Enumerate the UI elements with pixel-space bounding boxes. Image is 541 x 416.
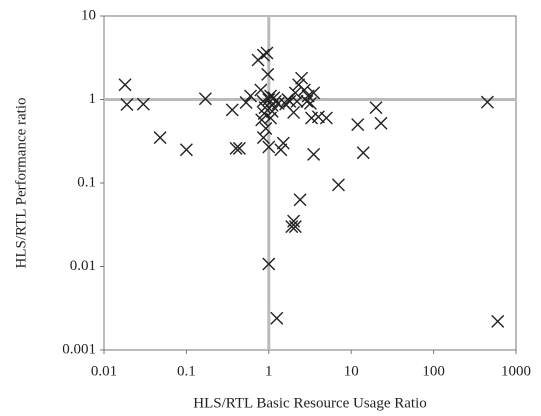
- point: [262, 257, 276, 271]
- x-tick-label: 100: [422, 363, 445, 379]
- point: [491, 314, 505, 328]
- point: [267, 91, 281, 105]
- point: [232, 141, 246, 155]
- y-tick-label: 0.1: [77, 174, 96, 190]
- y-tick-label: 10: [81, 7, 96, 23]
- point: [118, 78, 132, 92]
- y-axis-title: HLS/RTL Performance ratio: [13, 98, 29, 269]
- point: [374, 116, 388, 130]
- y-tick-label: 0.001: [62, 341, 96, 357]
- point: [265, 104, 279, 118]
- y-tick-label: 1: [89, 91, 97, 107]
- point: [351, 118, 365, 132]
- point: [198, 92, 212, 106]
- point: [307, 147, 321, 161]
- point: [225, 103, 239, 117]
- point: [244, 89, 258, 103]
- point: [276, 136, 290, 150]
- point: [303, 96, 317, 110]
- point: [229, 141, 243, 155]
- y-tick-label: 0.01: [70, 258, 96, 274]
- point: [285, 220, 299, 234]
- point: [295, 71, 309, 85]
- point: [136, 97, 150, 111]
- point: [254, 83, 268, 97]
- point: [369, 101, 383, 115]
- point: [307, 86, 321, 100]
- point: [179, 143, 193, 157]
- point: [262, 140, 276, 154]
- point: [153, 131, 167, 145]
- point: [293, 193, 307, 207]
- x-tick-label: 1: [265, 363, 273, 379]
- x-tick-label: 0.01: [91, 363, 117, 379]
- point: [256, 48, 270, 62]
- point: [274, 143, 288, 157]
- point: [270, 311, 284, 325]
- point: [261, 67, 275, 81]
- point: [256, 131, 270, 145]
- point: [260, 46, 274, 60]
- point: [120, 98, 134, 112]
- point: [480, 95, 494, 109]
- plot-frame: [103, 15, 517, 351]
- point: [288, 220, 302, 234]
- point: [319, 111, 333, 125]
- x-tick-label: 0.1: [177, 363, 196, 379]
- point: [259, 121, 273, 135]
- point: [297, 83, 311, 97]
- point: [239, 96, 253, 110]
- point: [311, 110, 325, 124]
- point: [288, 86, 302, 100]
- point: [287, 105, 301, 119]
- point: [258, 101, 272, 115]
- point: [290, 94, 304, 108]
- x-tick-label: 1000: [501, 363, 531, 379]
- point: [356, 146, 370, 160]
- point: [331, 178, 345, 192]
- point: [300, 94, 314, 108]
- x-axis-title: HLS/RTL Basic Resource Usage Ratio: [193, 395, 427, 411]
- x-tick-label: 10: [344, 363, 359, 379]
